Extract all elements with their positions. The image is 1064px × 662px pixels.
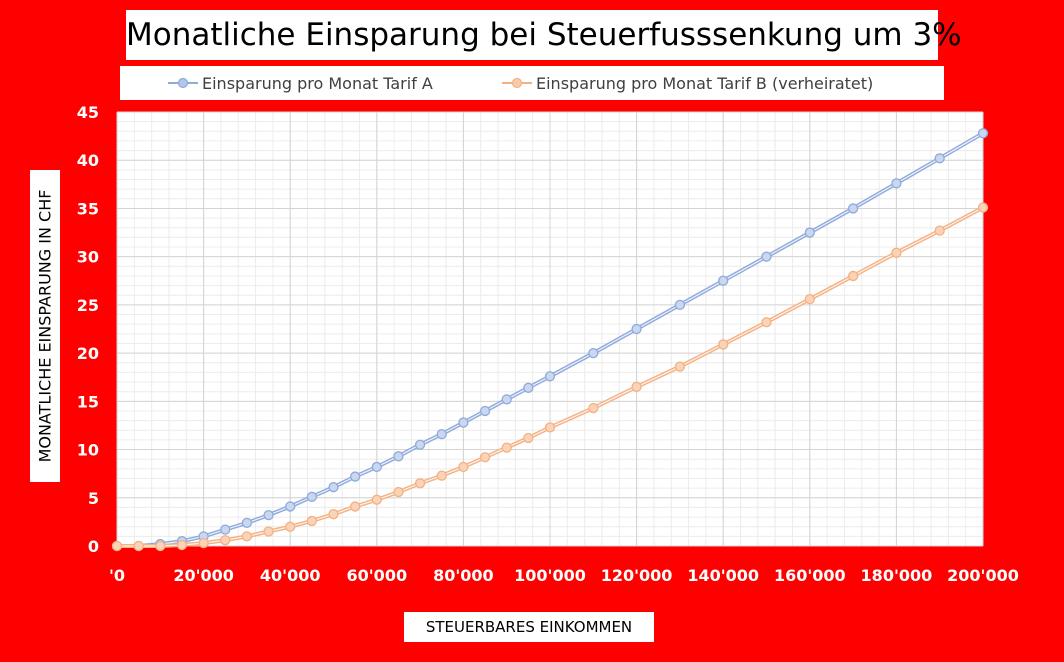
legend-marker-tarif-a (168, 77, 198, 89)
data-point (718, 339, 729, 350)
data-point (761, 317, 772, 328)
x-tick-label: 160'000 (774, 566, 846, 585)
legend-item-tarif-b: Einsparung pro Monat Tarif B (verheirate… (502, 66, 873, 100)
data-point (111, 540, 123, 552)
x-tick-label: 200'000 (947, 566, 1019, 585)
data-point (393, 451, 404, 462)
x-tick-label: 40'000 (260, 566, 321, 585)
data-point (523, 382, 534, 393)
data-point (349, 471, 361, 482)
data-point (977, 202, 989, 213)
data-point (588, 402, 599, 414)
data-point (328, 509, 339, 520)
series-tarif-b (111, 202, 989, 552)
data-point (674, 299, 686, 311)
y-tick-label: 45 (77, 103, 99, 122)
data-point (241, 531, 253, 542)
data-point (934, 225, 945, 236)
x-tick-label: 180'000 (861, 566, 933, 585)
y-tick-label: 15 (77, 392, 99, 411)
data-point (891, 178, 902, 189)
x-axis-label: STEUERBARES EINKOMMEN (425, 618, 633, 636)
y-axis-label-box (30, 170, 60, 482)
data-point (631, 323, 642, 335)
y-tick-label: 30 (77, 248, 99, 267)
y-tick-label: 35 (77, 199, 99, 218)
data-point (631, 381, 642, 393)
data-point (176, 539, 188, 551)
y-axis-label: MONATLICHE EINSPARUNG IN CHF (35, 189, 55, 463)
legend: Einsparung pro Monat Tarif A Einsparung … (120, 66, 944, 100)
x-tick-label: 120'000 (601, 566, 673, 585)
data-point (934, 153, 945, 164)
data-point (198, 537, 209, 549)
data-point (133, 540, 144, 552)
data-point (458, 417, 469, 428)
y-tick-label: 5 (88, 489, 99, 508)
data-point (847, 203, 859, 214)
x-axis-label-box: STEUERBARES EINKOMMEN (404, 612, 654, 642)
data-point (761, 251, 772, 262)
x-tick-label: 80'000 (433, 566, 494, 585)
data-point (155, 540, 166, 552)
data-point (479, 405, 491, 417)
x-tick-label: 20'000 (173, 566, 234, 585)
data-point (328, 482, 339, 493)
data-point (306, 491, 318, 502)
data-point (220, 524, 231, 535)
data-point (414, 478, 426, 489)
data-point (263, 526, 274, 537)
data-point (349, 501, 361, 512)
data-point (393, 486, 404, 498)
legend-label-tarif-a: Einsparung pro Monat Tarif A (202, 73, 433, 93)
data-point (804, 227, 815, 238)
legend-label-tarif-b: Einsparung pro Monat Tarif B (verheirate… (536, 73, 874, 93)
data-point (414, 439, 426, 450)
data-point (479, 452, 491, 463)
data-point (718, 275, 729, 286)
data-point (544, 371, 556, 382)
data-point (263, 509, 274, 521)
data-point (458, 461, 469, 473)
data-point (306, 515, 318, 527)
x-tick-label: 100'000 (514, 566, 586, 585)
data-point (371, 494, 382, 505)
major-grid (116, 111, 984, 547)
data-point (674, 361, 686, 372)
y-tick-label: 20 (77, 344, 99, 363)
data-point (501, 394, 512, 405)
data-point (436, 428, 447, 440)
data-point (241, 517, 253, 529)
data-point (891, 247, 902, 258)
y-tick-label: 40 (77, 151, 99, 170)
data-point (436, 470, 447, 481)
x-tick-label: 140'000 (687, 566, 759, 585)
data-point (523, 432, 534, 444)
x-tick-label: '0 (109, 566, 125, 585)
data-point (804, 293, 815, 305)
data-point (847, 270, 859, 282)
data-point (544, 422, 556, 433)
title-box: Monatliche Einsparung bei Steuerfusssenk… (126, 10, 962, 60)
data-point (285, 501, 296, 512)
data-point (977, 128, 989, 139)
data-point (588, 347, 599, 359)
chart-title: Monatliche Einsparung bei Steuerfusssenk… (126, 17, 962, 53)
legend-item-tarif-a: Einsparung pro Monat Tarif A (168, 66, 433, 100)
data-point (285, 521, 296, 532)
data-point (220, 535, 231, 546)
data-point (501, 442, 512, 453)
y-tick-label: 0 (88, 537, 99, 556)
data-point (371, 461, 382, 473)
x-tick-label: 60'000 (347, 566, 408, 585)
legend-marker-tarif-b (502, 77, 532, 89)
y-tick-label: 25 (77, 296, 99, 315)
y-tick-label: 10 (77, 441, 99, 460)
